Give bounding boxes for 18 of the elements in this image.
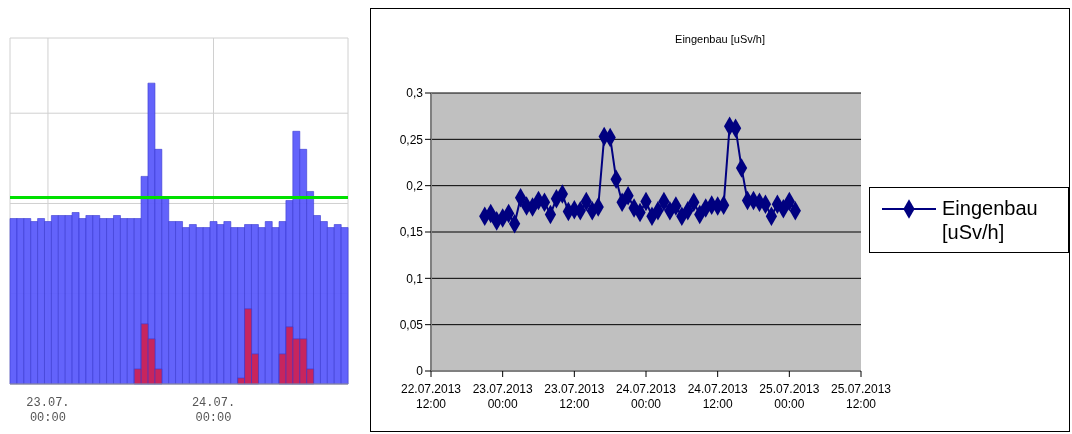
y-tick-label: 0 [416, 364, 424, 379]
x-tick-label: 23.07. 00:00 [26, 396, 70, 425]
chart-title: Eingenbau [uSv/h] [674, 33, 766, 45]
x-tick-label: 24.07.2013 12:00 [687, 382, 749, 411]
y-tick-label: 0,1 [406, 271, 424, 286]
x-tick-label: 23.07.2013 00:00 [472, 382, 534, 411]
x-tick-label: 22.07.2013 12:00 [400, 382, 462, 411]
x-tick-label: 25.07.2013 00:00 [759, 382, 820, 411]
x-tick-label: 24.07. 00:00 [191, 396, 236, 425]
y-tick-label: 0,3 [406, 86, 424, 101]
x-tick-label: 23.07.2013 12:00 [544, 382, 605, 411]
y-tick-label: 0,15 [399, 225, 424, 240]
x-tick-label: 24.07.2013 00:00 [615, 382, 677, 411]
legend-label: Eingenbau [uSv/h] [942, 196, 1039, 244]
y-tick-label: 0,2 [406, 178, 424, 193]
x-tick-label: 25.07.2013 12:00 [830, 382, 892, 411]
y-tick-label: 0,25 [399, 132, 424, 147]
y-tick-label: 0,05 [399, 317, 424, 332]
